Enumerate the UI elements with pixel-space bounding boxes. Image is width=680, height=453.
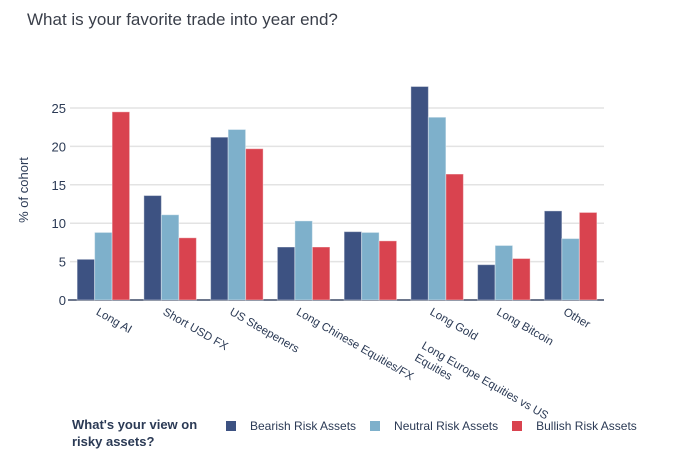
legend-swatch <box>370 421 381 431</box>
bar[interactable] <box>410 85 429 301</box>
legend-swatch <box>226 421 236 431</box>
x-tick-label: Long Chinese Equities/FX <box>294 306 415 383</box>
bar[interactable] <box>245 148 264 301</box>
bar[interactable] <box>111 111 131 301</box>
bar[interactable] <box>445 173 464 301</box>
legend-item-bullish[interactable]: Bullish Risk Assets <box>512 419 637 433</box>
bar[interactable] <box>343 231 363 301</box>
bar[interactable] <box>427 116 447 301</box>
x-tick-label: Other <box>561 306 592 331</box>
bar[interactable] <box>494 244 514 301</box>
bar[interactable] <box>294 220 313 301</box>
legend-label: Bullish Risk Assets <box>536 419 637 433</box>
x-tick-label: US Steepeners <box>227 306 301 356</box>
bar[interactable] <box>477 264 496 301</box>
bar[interactable] <box>578 211 598 301</box>
y-tick-label: 15 <box>52 178 66 193</box>
legend-item-bearish[interactable]: Bearish Risk Assets <box>226 419 356 433</box>
x-tick-label: Short USD FX <box>161 306 230 353</box>
legend-swatch <box>512 421 523 431</box>
y-tick-label: 10 <box>52 216 66 231</box>
bar[interactable] <box>311 246 331 301</box>
bar[interactable] <box>160 214 180 301</box>
bar[interactable] <box>178 237 197 301</box>
bar[interactable] <box>512 258 531 301</box>
chart-title: What is your favorite trade into year en… <box>27 10 338 29</box>
x-tick-label: Long Gold <box>428 306 480 343</box>
bar[interactable] <box>361 231 380 301</box>
bar[interactable] <box>227 129 247 301</box>
bar[interactable] <box>561 238 580 301</box>
legend-title: What's your view on risky assets? <box>72 417 198 449</box>
legend-item-neutral[interactable]: Neutral Risk Assets <box>370 419 498 433</box>
bar[interactable] <box>143 195 162 301</box>
y-tick-label: 25 <box>52 101 66 116</box>
legend-label: Neutral Risk Assets <box>394 419 499 433</box>
y-axis-label: % of cohort <box>16 157 31 223</box>
bar[interactable] <box>76 258 96 301</box>
y-tick-label: 0 <box>59 293 66 308</box>
bar[interactable] <box>210 136 229 301</box>
bar[interactable] <box>378 240 398 301</box>
bar[interactable] <box>276 246 296 301</box>
legend-label: Bearish Risk Assets <box>250 419 357 433</box>
bar[interactable] <box>94 231 113 301</box>
x-tick-label: Long Bitcoin <box>494 306 555 348</box>
bar[interactable] <box>543 210 563 301</box>
x-tick-label: Long AI <box>94 306 134 336</box>
y-tick-label: 5 <box>59 255 66 270</box>
legend: What's your view on risky assets? Bearis… <box>72 416 637 450</box>
y-tick-label: 20 <box>52 139 66 154</box>
